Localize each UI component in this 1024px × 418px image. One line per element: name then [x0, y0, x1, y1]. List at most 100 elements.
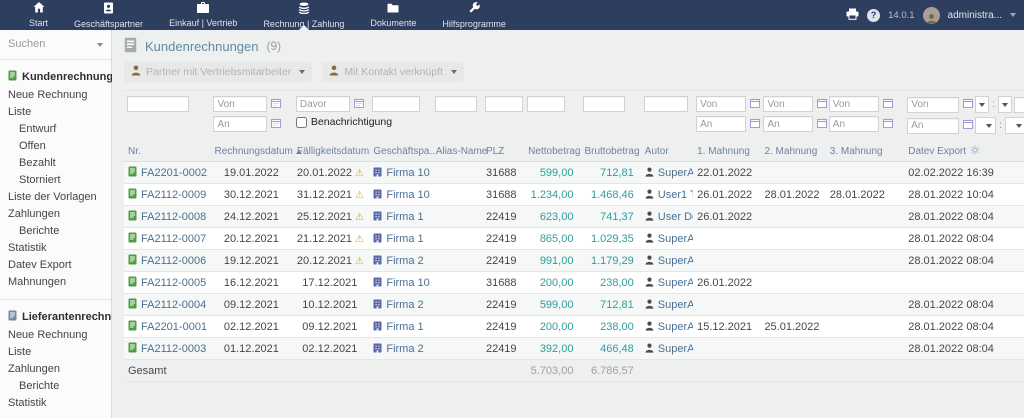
author-link[interactable]: SuperAdmin	[658, 277, 693, 289]
col-netto[interactable]: Nettobetrag	[524, 142, 580, 162]
invoice-link[interactable]: FA2112-0008	[141, 211, 206, 223]
company-link[interactable]: Firma 10	[386, 189, 429, 201]
menu-item-geschaeftspartner[interactable]: Geschäftspartner	[61, 0, 156, 30]
table-row[interactable]: FA2112-0007 20.12.2021 21.12.2021⚠ Firma…	[124, 228, 1024, 250]
sidebar-item[interactable]: Berichte	[0, 223, 111, 240]
col-autor[interactable]: Autor	[641, 142, 693, 162]
minute-select[interactable]	[998, 96, 1012, 113]
sidebar-item[interactable]: Mahnungen	[0, 274, 111, 291]
table-row[interactable]: FA2201-0002 19.01.2022 20.01.2022⚠ Firma…	[124, 162, 1024, 184]
filter-faelligkeit-davor[interactable]	[296, 96, 350, 112]
calendar-icon[interactable]	[750, 118, 760, 131]
filter-mahnung3-an[interactable]	[829, 116, 879, 132]
company-link[interactable]: Firma 10	[386, 167, 429, 179]
calendar-icon[interactable]	[817, 118, 827, 131]
author-link[interactable]: User Demo	[658, 211, 693, 223]
sidebar-title-lieferantenrechnungen[interactable]: Lieferantenrechnungen	[0, 307, 111, 327]
search-input[interactable]: Suchen	[0, 30, 111, 60]
hour-select[interactable]	[975, 96, 989, 113]
invoice-link[interactable]: FA2112-0006	[141, 255, 206, 267]
calendar-icon[interactable]	[963, 119, 973, 132]
filter-mahnung2-an[interactable]	[763, 116, 813, 132]
calendar-icon[interactable]	[883, 98, 893, 111]
invoice-link[interactable]: FA2112-0003	[141, 343, 206, 355]
table-row[interactable]: FA2112-0003 01.12.2021 02.12.2021⚠ Firma…	[124, 338, 1024, 360]
avatar[interactable]	[923, 7, 940, 24]
calendar-icon[interactable]	[817, 98, 827, 111]
filter-mahnung1-von[interactable]	[696, 96, 746, 112]
col-datev[interactable]: Datev Export	[904, 142, 1024, 162]
invoice-link[interactable]: FA2112-0007	[141, 233, 206, 245]
sidebar-item[interactable]: Statistik	[0, 395, 111, 412]
menu-item-hilfsprogramme[interactable]: Hilfsprogramme	[429, 0, 519, 30]
menu-item-einkauf-vertrieb[interactable]: Einkauf | Vertrieb	[156, 0, 250, 30]
filter-rechnungsdatum-von[interactable]	[213, 96, 267, 112]
filter-rechnungsdatum-an[interactable]	[213, 116, 267, 132]
calendar-icon[interactable]	[963, 98, 973, 111]
invoice-link[interactable]: FA2112-0009	[141, 189, 206, 201]
calendar-icon[interactable]	[271, 118, 281, 131]
author-link[interactable]: SuperAdmin	[658, 343, 693, 355]
author-link[interactable]: SuperAdmin	[658, 299, 693, 311]
author-link[interactable]: SuperAdmin	[658, 321, 693, 333]
filter-geschaeftspartner[interactable]	[372, 96, 420, 112]
invoice-link[interactable]: FA2112-0005	[141, 277, 206, 289]
chevron-down-icon[interactable]	[1010, 13, 1016, 17]
sidebar-item[interactable]: Liste	[0, 104, 111, 121]
sidebar-item[interactable]: Statistik	[0, 240, 111, 257]
col-mahnung3[interactable]: 3. Mahnung	[826, 142, 904, 162]
company-link[interactable]: Firma 1	[386, 211, 423, 223]
filter-datev-an[interactable]	[907, 118, 959, 134]
col-geschaeftspartner[interactable]: Geschäftspa...	[369, 142, 431, 162]
col-rechnungsdatum[interactable]: Rechnungsdatum	[210, 142, 292, 162]
calendar-icon[interactable]	[271, 98, 281, 111]
benachrichtigung-checkbox[interactable]: Benachrichtigung	[296, 116, 366, 128]
gear-icon[interactable]	[970, 147, 980, 158]
company-link[interactable]: Firma 1	[386, 321, 423, 333]
table-row[interactable]: FA2112-0009 30.12.2021 31.12.2021⚠ Firma…	[124, 184, 1024, 206]
company-link[interactable]: Firma 1	[386, 233, 423, 245]
author-link[interactable]: SuperAdmin	[658, 233, 693, 245]
filter-autor[interactable]	[644, 96, 688, 112]
kontakt-filter-dropdown[interactable]: Mit Kontakt verknüpft	[322, 62, 464, 82]
help-icon[interactable]	[867, 9, 880, 22]
sidebar-item[interactable]: Liste der Vorlagen	[0, 189, 111, 206]
calendar-icon[interactable]	[750, 98, 760, 111]
invoice-link[interactable]: FA2112-0004	[141, 299, 206, 311]
invoice-link[interactable]: FA2201-0002	[141, 167, 207, 179]
sidebar-item[interactable]: Liste	[0, 344, 111, 361]
filter-alias[interactable]	[435, 96, 477, 112]
calendar-icon[interactable]	[883, 118, 893, 131]
sidebar-item[interactable]: Neue Rechnung	[0, 327, 111, 344]
company-link[interactable]: Firma 2	[386, 299, 423, 311]
table-row[interactable]: FA2112-0006 19.12.2021 20.12.2021⚠ Firma…	[124, 250, 1024, 272]
col-mahnung1[interactable]: 1. Mahnung	[693, 142, 760, 162]
menu-item-rechnung-zahlung[interactable]: Rechnung | Zahlung	[250, 0, 357, 30]
menu-item-start[interactable]: Start	[16, 0, 61, 30]
col-nr[interactable]: Nr.	[124, 142, 210, 162]
print-icon[interactable]	[846, 8, 859, 23]
invoice-link[interactable]: FA2201-0001	[141, 321, 207, 333]
hour-select[interactable]	[975, 117, 996, 134]
sidebar-item[interactable]: Neue Rechnung	[0, 87, 111, 104]
sidebar-item[interactable]: Offen	[0, 138, 111, 155]
col-alias[interactable]: Alias-Name	[432, 142, 482, 162]
menu-item-dokumente[interactable]: Dokumente	[357, 0, 429, 30]
col-mahnung2[interactable]: 2. Mahnung	[760, 142, 825, 162]
author-link[interactable]: SuperAdmin	[658, 167, 693, 179]
filter-mahnung2-von[interactable]	[763, 96, 813, 112]
author-link[interactable]: SuperAdmin	[658, 255, 693, 267]
sidebar-item[interactable]: Berichte	[0, 378, 111, 395]
company-link[interactable]: Firma 2	[386, 255, 423, 267]
author-link[interactable]: User1 Test	[658, 189, 693, 201]
filter-datev-von[interactable]	[907, 97, 959, 113]
company-link[interactable]: Firma 10	[386, 277, 429, 289]
table-row[interactable]: FA2112-0005 16.12.2021 17.12.2021⚠ Firma…	[124, 272, 1024, 294]
filter-brutto[interactable]	[583, 96, 625, 112]
sidebar-item[interactable]: Storniert	[0, 172, 111, 189]
filter-netto[interactable]	[527, 96, 565, 112]
table-row[interactable]: FA2112-0008 24.12.2021 25.12.2021⚠ Firma…	[124, 206, 1024, 228]
minute-select[interactable]	[1005, 117, 1024, 134]
filter-mahnung1-an[interactable]	[696, 116, 746, 132]
company-link[interactable]: Firma 2	[386, 343, 423, 355]
